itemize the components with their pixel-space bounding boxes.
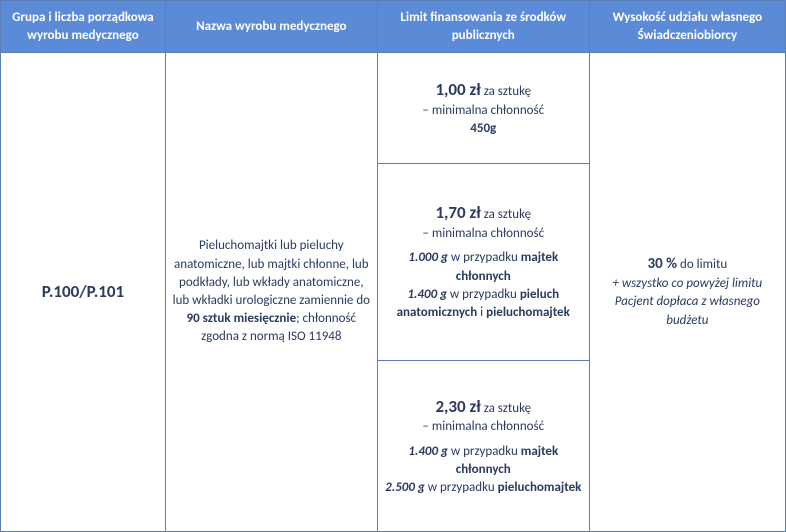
cell-limit-1: 1,00 zł za sztukę – minimalna chłonność … [377,53,589,164]
limit2-w1-txt: w przypadku [448,250,521,265]
pricing-table: Grupa i liczba porządkowa wyrobu medyczn… [0,0,786,532]
limit1-per: za sztukę [481,84,531,99]
header-group: Grupa i liczba porządkowa wyrobu medyczn… [1,1,166,53]
limit2-sub: – minimalna chłonność [384,225,583,243]
limit3-sub: – minimalna chłonność [384,418,583,436]
share-pct: 30 % [648,255,678,273]
table-row: P.100/P.101 Pieluchomajtki lub pieluchy … [1,53,786,164]
limit2-w2-and: i [477,305,486,320]
limit2-w1: 1.000 g [408,250,448,265]
limit3-w1-txt: w przypadku [448,444,521,459]
limit3-per: za sztukę [481,401,531,416]
header-name: Nazwa wyrobu medycznego [165,1,377,53]
limit1-price: 1,00 zł [435,79,480,100]
cell-limit-2: 1,70 zł za sztukę – minimalna chłonność … [377,163,589,360]
share-note: + wszystko co powyżej limitu Pacjent dop… [596,275,779,330]
header-row: Grupa i liczba porządkowa wyrobu medyczn… [1,1,786,53]
limit3-w2-bold: pieluchomajtek [498,480,582,495]
cell-limit-3: 2,30 zł za sztukę – minimalna chłonność … [377,360,589,531]
limit2-w2-bold2: pieluchomajtek [486,305,570,320]
limit3-price: 2,30 zł [435,396,480,417]
cell-share: 30 % do limitu + wszystko co powyżej lim… [589,53,785,532]
limit1-sub: – minimalna chłonność [384,102,583,120]
limit2-per: za sztukę [481,207,531,222]
cell-product-name: Pieluchomajtki lub pieluchy anatomiczne,… [165,53,377,532]
pricing-table-wrapper: Grupa i liczba porządkowa wyrobu medyczn… [0,0,786,532]
header-limit: Limit finansowania ze środków publicznyc… [377,1,589,53]
limit2-w2-txt: w przypadku [447,287,520,302]
cell-code: P.100/P.101 [1,53,166,532]
limit3-w1: 1.400 g [408,444,448,459]
name-prefix: Pieluchomajtki lub pieluchy anatomiczne,… [173,238,370,308]
code-text: P.100/P.101 [42,281,124,302]
share-pct-txt: do limitu [677,257,727,272]
limit2-w2: 1.400 g [407,287,447,302]
limit3-w2-txt: w przypadku [425,480,498,495]
limit1-weight: 450g [384,120,583,138]
limit3-w2: 2.500 g [385,480,425,495]
name-bold: 90 sztuk miesięcznie [187,311,297,326]
header-share: Wysokość udziału własnego Świadczeniobio… [589,1,785,53]
limit2-price: 1,70 zł [435,202,480,223]
